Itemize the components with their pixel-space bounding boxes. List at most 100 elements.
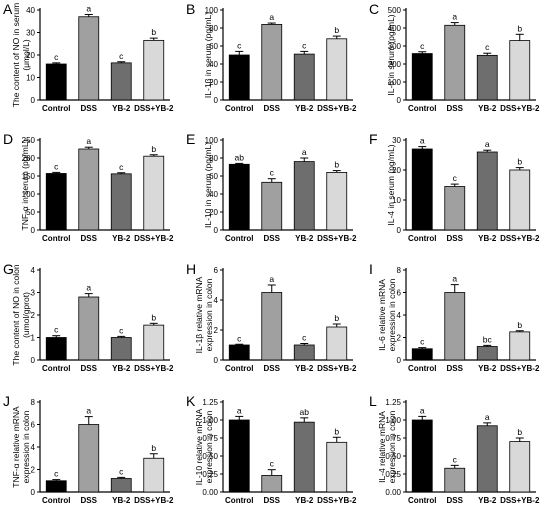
x-tick-label: DSS <box>264 234 281 243</box>
bar-control <box>45 337 67 361</box>
panel-letter: F <box>369 131 378 147</box>
significance-letter: b <box>334 25 339 35</box>
bar-dss-yb-2 <box>143 39 165 101</box>
y-tick-label: 150 <box>22 172 36 181</box>
significance-letter: b <box>334 160 339 170</box>
x-tick-label: Control <box>225 234 253 243</box>
x-tick-label: DSS <box>447 496 464 505</box>
bar-yb-2 <box>476 54 498 101</box>
y-tick-label: 6 <box>31 421 36 430</box>
x-tick-label: DSS <box>81 234 98 243</box>
significance-letter: c <box>270 168 275 178</box>
significance-letter: a <box>302 147 307 157</box>
y-axis-label-line: IL-10 relative mRNA <box>194 408 204 485</box>
panel-i: IIL-6 relative mRNAexpression in colon02… <box>369 261 540 373</box>
y-axis-label-line: The content of NO in serum <box>11 3 21 107</box>
significance-letter: c <box>302 333 307 343</box>
significance-letter: a <box>237 405 242 415</box>
y-tick-label: 4 <box>31 443 36 452</box>
significance-letter: a <box>269 274 274 284</box>
y-axis-label-line: expression in colon <box>21 410 31 483</box>
y-tick-label: 0.25 <box>385 470 401 479</box>
bar-yb-2 <box>476 425 498 493</box>
y-tick-label: 0 <box>31 96 36 105</box>
y-axis-label-line: TNF-α relative mRNA <box>11 406 21 488</box>
bar-dss-yb-2 <box>326 172 348 231</box>
panel-letter: G <box>3 261 14 277</box>
significance-letter: b <box>151 312 156 322</box>
panel-letter: C <box>369 1 379 17</box>
panel-h: HIL-1β relative mRNAexpression in colon0… <box>186 261 357 373</box>
y-tick-label: 8 <box>31 398 36 407</box>
y-tick-label: 10 <box>392 196 401 205</box>
y-tick-label: 1.25 <box>202 398 218 407</box>
y-axis-label: The content of NO in serum(μmol/L) <box>11 3 31 107</box>
bar-dss-yb-2 <box>326 441 348 493</box>
panel-b: B IL-1β in serum (pg/mL)0 20 40 60 80 100 c Cont… <box>186 1 357 113</box>
significance-letter: b <box>334 426 339 436</box>
bar-control <box>411 148 433 231</box>
bar-dss-yb-2 <box>143 457 165 493</box>
y-tick-label: 0 <box>397 356 402 365</box>
x-tick-label: DSS <box>447 104 464 113</box>
significance-letter: b <box>151 443 156 453</box>
y-axis-label: TNF-α relative mRNAexpression in colon <box>11 406 31 488</box>
y-tick-label: 20 <box>209 208 218 217</box>
panel-f: F IL-4 in serum (pg/mL)0 10 20 30 a Control c DS… <box>369 131 540 243</box>
bar-yb-2 <box>110 62 132 101</box>
y-tick-label: 4 <box>397 311 402 320</box>
x-tick-label: YB-2 <box>295 364 314 373</box>
x-tick-label: DSS+YB-2 <box>134 496 174 505</box>
y-axis-label: IL-6 relative mRNAexpression in colon <box>377 278 397 351</box>
bar-dss-yb-2 <box>326 38 348 101</box>
y-tick-label: 0 <box>214 356 219 365</box>
x-tick-label: Control <box>225 496 253 505</box>
panel-l: LIL-4 relative mRNAexpression in colon0.… <box>369 393 540 505</box>
significance-letter: c <box>54 469 59 479</box>
y-tick-label: 3 <box>31 289 36 298</box>
y-axis-label-line: (μmol/L) <box>21 39 31 71</box>
x-tick-label: DSS <box>264 104 281 113</box>
x-tick-label: Control <box>42 496 70 505</box>
bar-control <box>45 480 67 493</box>
bar-dss <box>444 24 466 101</box>
y-tick-label: 6 <box>214 266 219 275</box>
bar-dss <box>78 424 100 493</box>
y-tick-label: 0.00 <box>385 488 401 497</box>
significance-letter: a <box>420 136 425 146</box>
significance-letter: c <box>119 162 124 172</box>
y-axis-label: IL-4 relative mRNAexpression in colon <box>377 410 397 483</box>
x-tick-label: DSS+YB-2 <box>500 104 540 113</box>
panel-e: EIL-10 in serum (pg/mL)020406080100abCon… <box>186 131 357 243</box>
x-tick-label: DSS+YB-2 <box>317 104 357 113</box>
y-tick-label: 300 <box>388 42 402 51</box>
y-axis-label-line: (umol/gprot) <box>21 292 31 338</box>
y-axis-label-line: IL-4 relative mRNA <box>377 411 387 483</box>
y-tick-label: 40 <box>209 60 218 69</box>
y-axis-label-line: expression in colon <box>204 278 214 351</box>
significance-letter: c <box>237 40 242 50</box>
bar-control <box>411 419 433 493</box>
y-axis-label-line: expression in colon <box>387 410 397 483</box>
x-tick-label: DSS <box>81 104 98 113</box>
x-tick-label: DSS+YB-2 <box>500 496 540 505</box>
y-tick-label: 20 <box>392 166 401 175</box>
bar-yb-2 <box>110 478 132 493</box>
x-tick-label: DSS <box>447 364 464 373</box>
bar-dss-yb-2 <box>143 155 165 231</box>
significance-letter: c <box>119 466 124 476</box>
significance-letter: c <box>485 42 490 52</box>
y-tick-label: 4 <box>31 266 36 275</box>
x-tick-label: YB-2 <box>478 104 497 113</box>
y-tick-label: 0 <box>31 488 36 497</box>
bar-yb-2 <box>476 151 498 231</box>
x-tick-label: YB-2 <box>295 234 314 243</box>
x-tick-label: DSS+YB-2 <box>500 364 540 373</box>
x-tick-label: DSS+YB-2 <box>500 234 540 243</box>
bar-control <box>411 348 433 361</box>
y-tick-label: 500 <box>388 6 402 15</box>
bar-dss <box>78 296 100 361</box>
bar-dss-yb-2 <box>509 40 531 101</box>
